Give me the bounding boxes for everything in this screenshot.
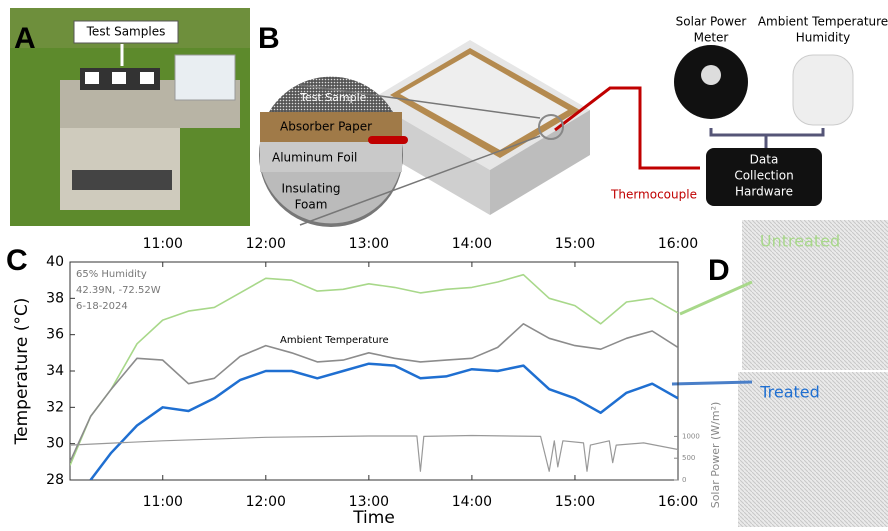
- x-axis-title: Time: [352, 508, 395, 527]
- label: Hardware: [735, 185, 793, 199]
- arrow: [672, 382, 752, 384]
- y2-tick-label: 1000: [682, 432, 700, 440]
- annotation: 6-18-2024: [76, 301, 128, 312]
- x-tick-label: 11:00: [143, 494, 183, 510]
- label: Humidity: [796, 31, 850, 45]
- label: Test Sample: [299, 91, 367, 104]
- label: Meter: [694, 31, 729, 45]
- label: Foam: [295, 198, 328, 212]
- y2-axis-title: Solar Power (W/m²): [709, 402, 722, 509]
- figure: A Test Samples B Test Sample Absorber Pa…: [0, 0, 888, 527]
- y2-tick-label: 500: [682, 454, 695, 462]
- label: Thermocouple: [610, 188, 697, 202]
- y-tick-label: 40: [46, 254, 64, 270]
- label: Untreated: [760, 232, 840, 251]
- x-tick-label: 15:00: [555, 494, 595, 510]
- annotation: 65% Humidity: [76, 269, 147, 280]
- y2-tick-label: 0: [682, 476, 686, 484]
- label: Collection: [734, 169, 793, 183]
- sample-stack: [259, 40, 853, 227]
- y-tick-label: 30: [46, 436, 64, 452]
- plot-frame: [70, 262, 678, 480]
- y-tick-label: 38: [46, 290, 64, 306]
- y-tick-label: 36: [46, 327, 64, 343]
- x-tick-label: 13:00: [349, 494, 389, 510]
- x-tick-label: 14:00: [452, 494, 492, 510]
- solar-line: [70, 436, 678, 472]
- page: A Test Samples B Test Sample Absorber Pa…: [0, 0, 888, 531]
- label: Treated: [759, 383, 820, 402]
- y-tick-label: 28: [46, 472, 64, 488]
- panel-letter: B: [258, 22, 280, 55]
- panel-letter: D: [708, 254, 730, 287]
- x-tick-label: 13:00: [349, 236, 389, 252]
- x-tick-label: 14:00: [452, 236, 492, 252]
- panel-letter: A: [14, 22, 36, 55]
- label: Test Samples: [86, 25, 166, 39]
- label: Insulating: [282, 182, 341, 196]
- panel-letter: C: [6, 244, 28, 277]
- temperature-line: [70, 275, 678, 466]
- y-tick-label: 34: [46, 363, 64, 379]
- x-tick-label: 12:00: [246, 494, 286, 510]
- label: Data: [750, 153, 779, 167]
- label: Solar Power: [676, 15, 747, 29]
- x-tick-label: 15:00: [555, 236, 595, 252]
- x-tick-label: 16:00: [658, 494, 698, 510]
- y-tick-label: 32: [46, 399, 64, 415]
- x-tick-label: 16:00: [658, 236, 698, 252]
- label: Ambient Temperature: [758, 15, 888, 29]
- series-label: Ambient Temperature: [280, 335, 389, 346]
- x-tick-label: 11:00: [143, 236, 183, 252]
- temperature-line: [91, 364, 678, 480]
- label: Aluminum Foil: [272, 151, 357, 165]
- y-axis-title: Temperature (°C): [12, 298, 32, 446]
- x-tick-label: 12:00: [246, 236, 286, 252]
- annotation: 42.39N, -72.52W: [76, 285, 161, 296]
- label: Absorber Paper: [280, 120, 372, 134]
